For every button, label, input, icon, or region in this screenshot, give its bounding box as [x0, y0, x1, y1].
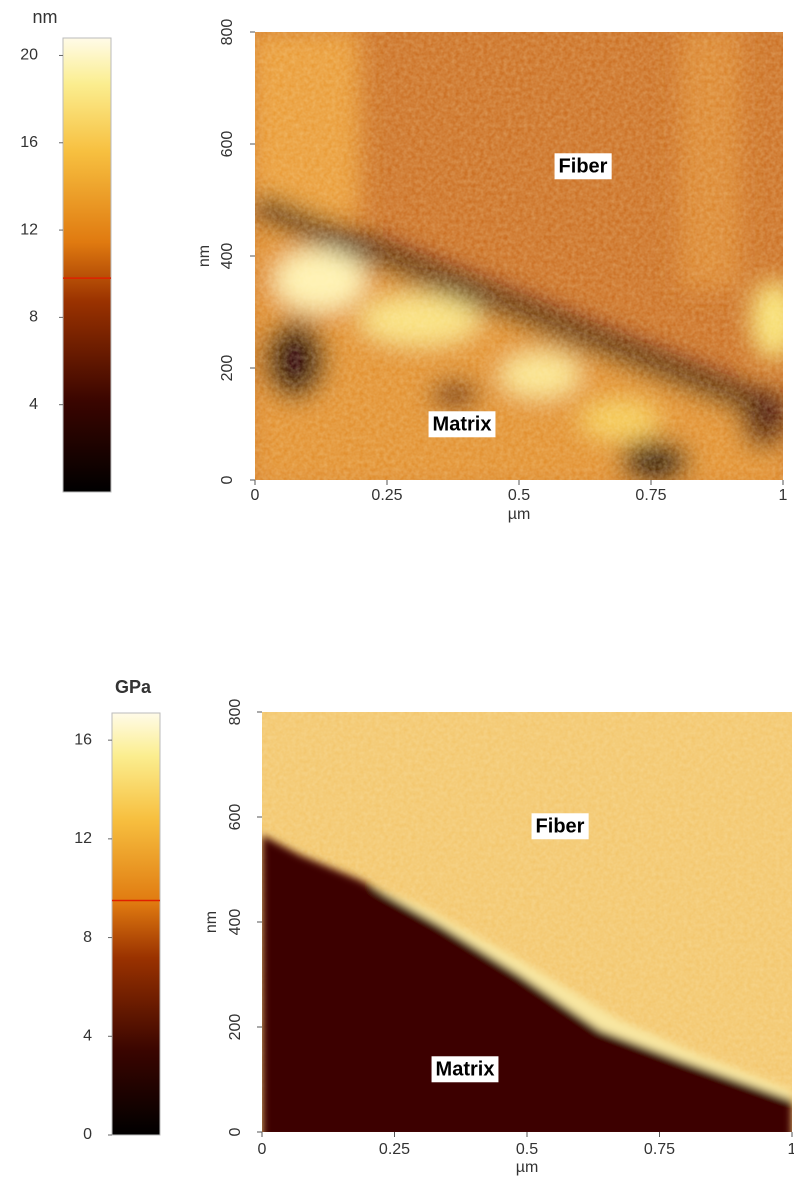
colorbar-tick-label: 0	[83, 1126, 92, 1143]
colorbar-unit: nm	[32, 7, 57, 27]
y-tick-label: 200	[227, 1014, 244, 1041]
annotation: Matrix	[436, 1058, 495, 1080]
colorbar-tick-label: 20	[20, 47, 38, 64]
region	[262, 835, 792, 1132]
colorbar-tick-label: 4	[83, 1028, 92, 1045]
y-axis-label: nm	[196, 245, 213, 267]
y-tick-label: 600	[219, 131, 236, 158]
x-tick-label: 0.75	[635, 487, 666, 504]
colorbar-tick-label: 12	[20, 221, 38, 238]
heatmap-image	[255, 32, 783, 480]
y-tick-label: 800	[219, 19, 236, 46]
image-texture	[262, 835, 792, 1132]
y-tick-label: 200	[219, 355, 236, 382]
y-tick-label: 800	[227, 699, 244, 726]
colorbar-tick-label: 4	[29, 396, 38, 413]
x-tick-label: 1	[788, 1141, 794, 1158]
colorbar-tick-label: 16	[74, 731, 92, 748]
y-tick-label: 0	[227, 1127, 244, 1136]
x-tick-label: 0.25	[379, 1141, 410, 1158]
annotation-box	[431, 1056, 499, 1083]
x-tick-label: 0.25	[371, 487, 402, 504]
y-tick-label: 0	[219, 475, 236, 484]
x-tick-label: 0.75	[644, 1141, 675, 1158]
annotation: Fiber	[536, 815, 585, 837]
y-axis-label: nm	[203, 911, 220, 933]
x-tick-label: 0	[251, 487, 260, 504]
colorbar	[62, 37, 112, 493]
image-noise	[255, 32, 783, 480]
colorbar-tick-label: 8	[83, 929, 92, 946]
y-tick-label: 400	[219, 243, 236, 270]
y-tick-label: 600	[227, 804, 244, 831]
colorbar-tick-label: 16	[20, 134, 38, 151]
annotation: Fiber	[559, 155, 608, 177]
colorbar-tick-label: 12	[74, 830, 92, 847]
annotation-box	[531, 813, 589, 840]
x-tick-label: 0.5	[508, 487, 530, 504]
x-axis-label: µm	[508, 506, 531, 523]
x-tick-label: 0.5	[516, 1141, 538, 1158]
x-tick-label: 0	[258, 1141, 267, 1158]
colorbar	[111, 712, 161, 1136]
annotation: Matrix	[433, 413, 492, 435]
colorbar-tick-label: 8	[29, 309, 38, 326]
annotation-box	[428, 411, 496, 438]
x-tick-label: 1	[779, 487, 788, 504]
colorbar-unit: GPa	[115, 677, 152, 697]
x-axis-label: µm	[516, 1159, 539, 1176]
annotation-box	[554, 153, 612, 180]
heatmap-image	[262, 712, 792, 1132]
y-tick-label: 400	[227, 909, 244, 936]
